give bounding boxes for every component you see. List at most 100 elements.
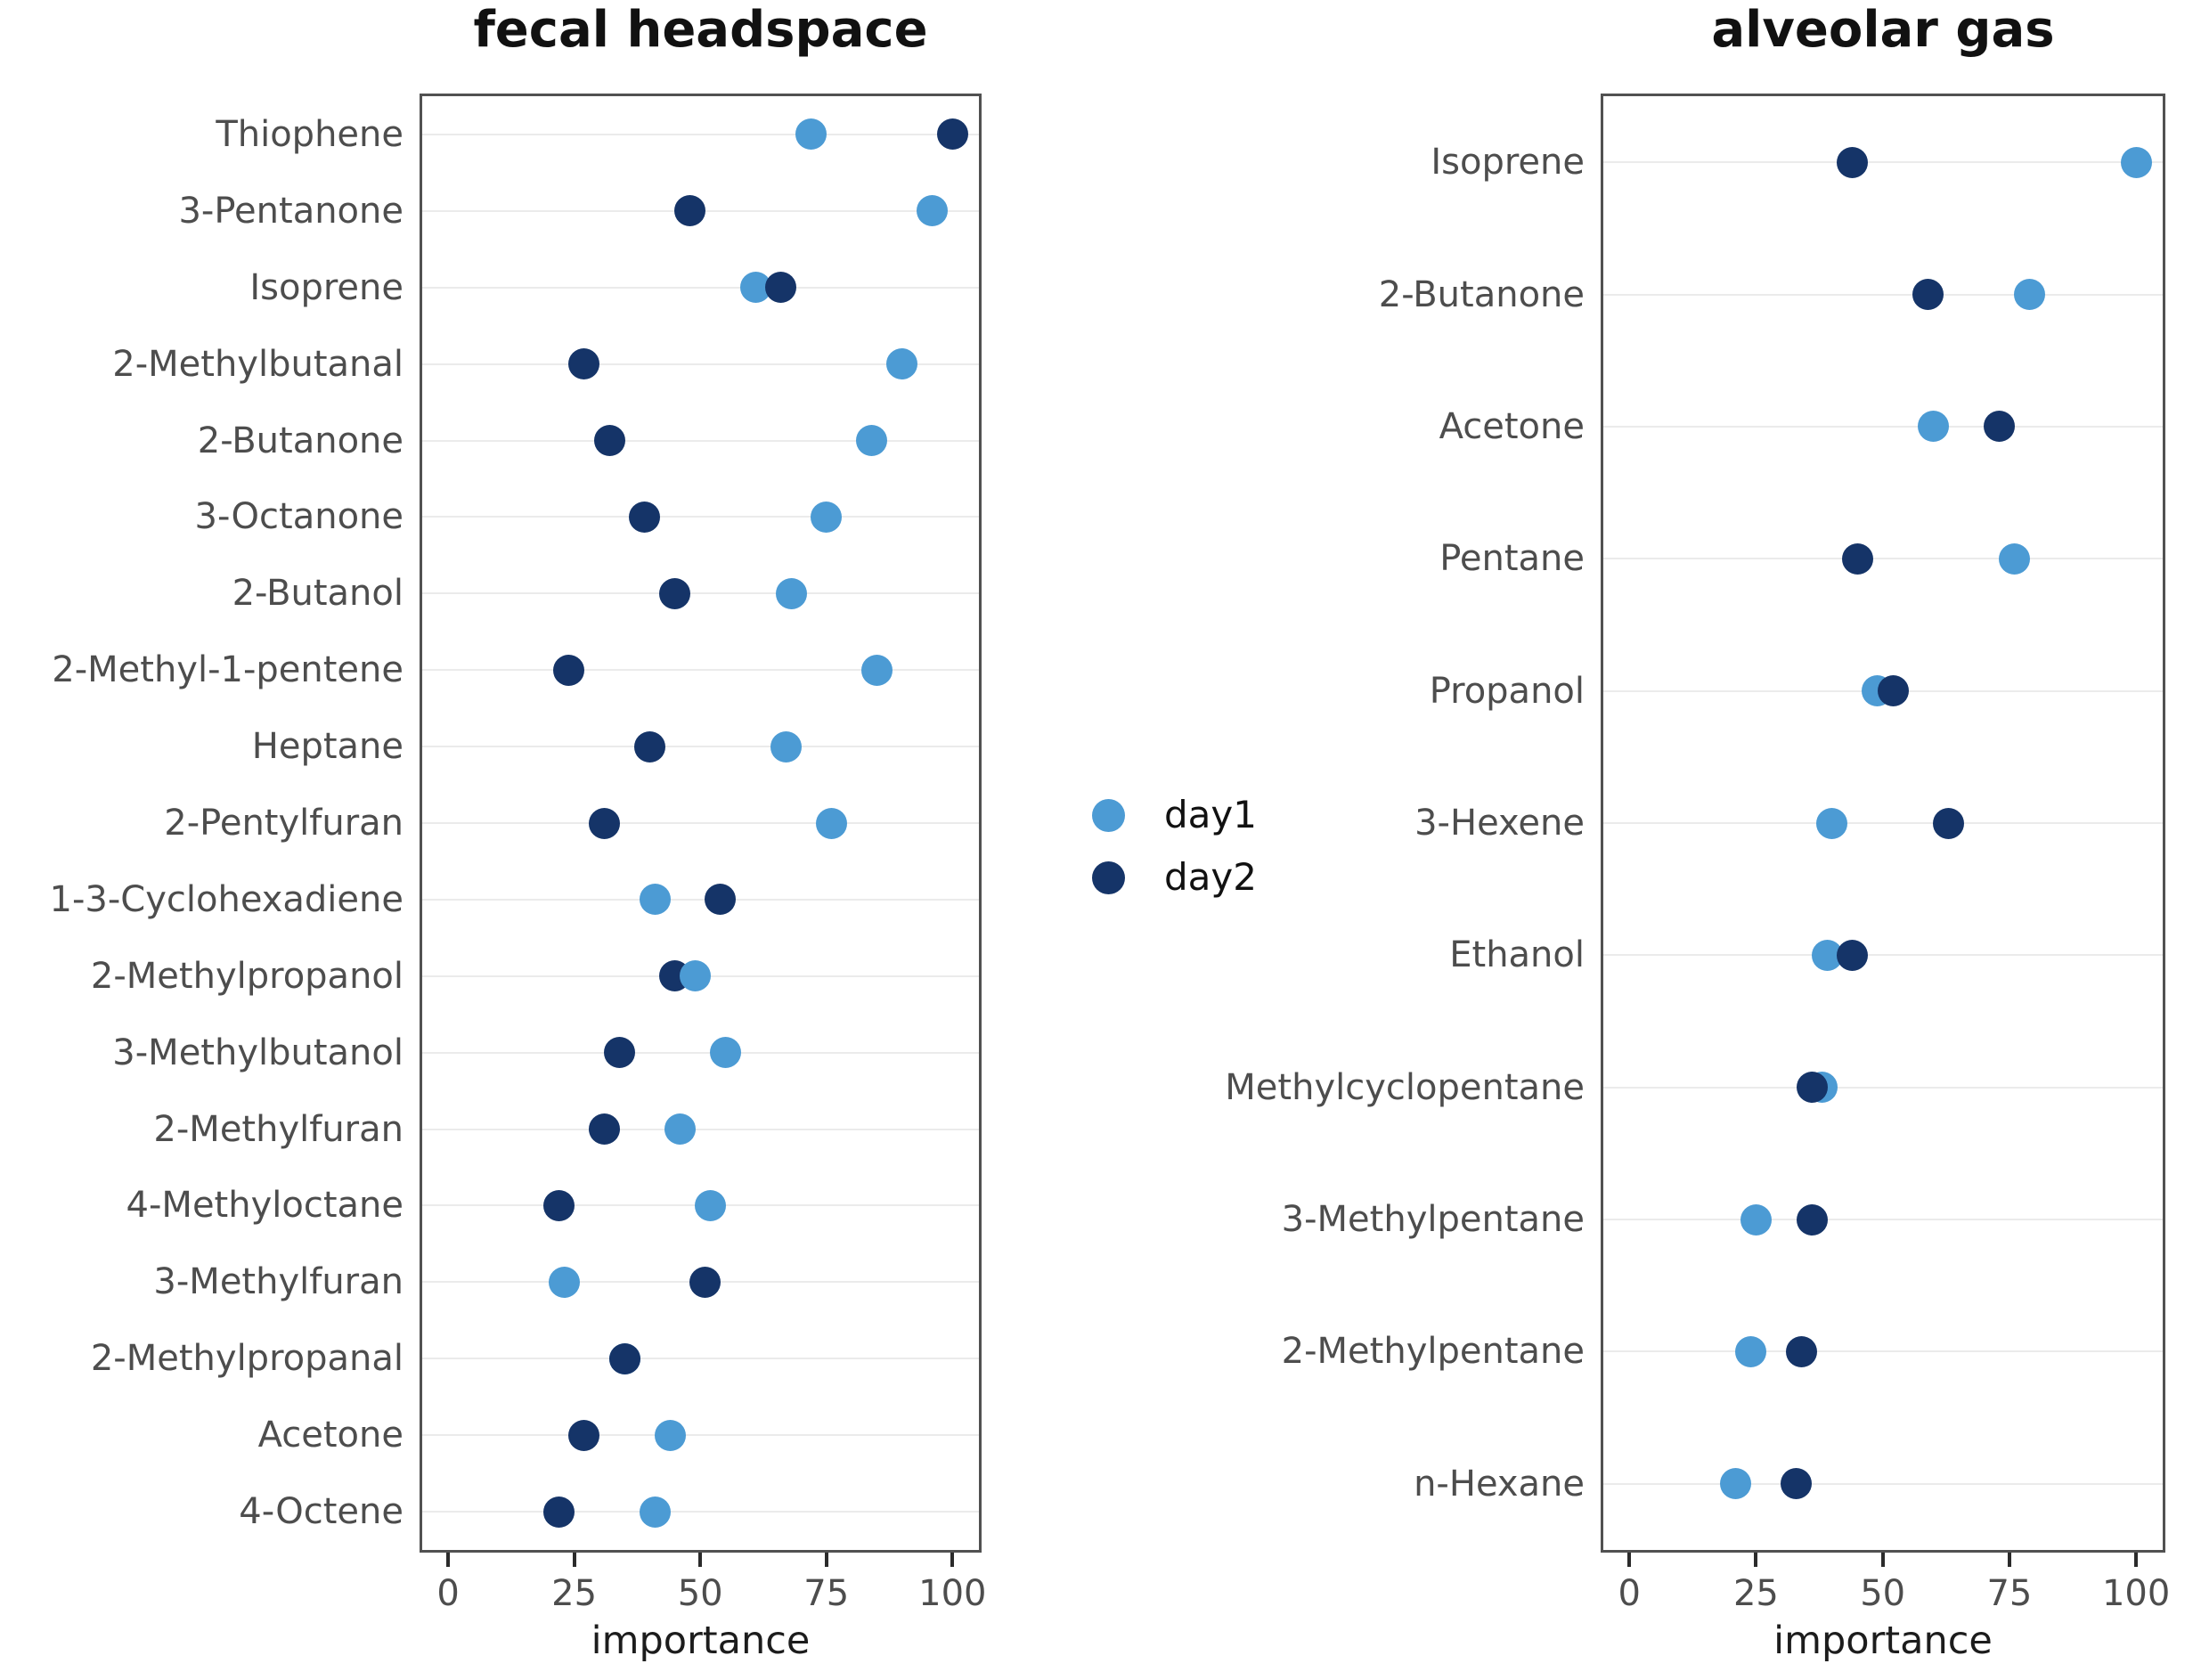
- x-tick-mark: [824, 1553, 828, 1567]
- dot-day2-2-Methylfuran: [589, 1113, 621, 1146]
- dot-day2-Isoprene: [765, 272, 797, 304]
- dot-day2-2-Methylpropanal: [608, 1342, 640, 1374]
- dot-day1-Pentane: [1999, 542, 2031, 575]
- x-tick-label: 25: [1732, 1573, 1779, 1614]
- dot-day1-3-Hexene: [1816, 807, 1848, 839]
- gridline: [422, 746, 979, 748]
- category-label: 2-Methylfuran: [153, 1108, 404, 1150]
- gridline: [1603, 822, 2163, 824]
- dot-day2-3-Methylfuran: [689, 1266, 721, 1298]
- dot-day2-Acetone: [568, 1419, 600, 1451]
- dot-day1-2-Methylpentane: [1735, 1335, 1767, 1367]
- category-label: Thiophene: [216, 113, 404, 155]
- dot-day2-4-Methyloctane: [543, 1189, 575, 1221]
- dot-day2-4-Octene: [543, 1496, 575, 1528]
- gridline: [422, 898, 979, 901]
- category-label: Ethanol: [1449, 934, 1585, 976]
- dot-day1-2-Butanol: [775, 577, 807, 609]
- dot-day1-3-Methylbutanol: [710, 1037, 741, 1069]
- x-tick-label: 0: [1618, 1573, 1641, 1614]
- dot-day2-3-Methylpentane: [1796, 1203, 1828, 1236]
- category-label: 3-Octanone: [194, 496, 404, 538]
- gridline: [422, 1358, 979, 1360]
- category-label: 4-Octene: [239, 1491, 404, 1533]
- dot-day2-3-Hexene: [1933, 807, 1965, 839]
- category-label: 3-Methylfuran: [153, 1261, 404, 1303]
- category-label: 3-Methylpentane: [1281, 1199, 1585, 1241]
- dot-day2-Acetone: [1984, 411, 2016, 443]
- category-label: 2-Methyl-1-pentene: [52, 649, 404, 691]
- plot-area-fecal-headspace: [420, 94, 982, 1553]
- gridline: [422, 1434, 979, 1437]
- dot-day1-3-Methylpentane: [1740, 1203, 1772, 1236]
- gridline: [422, 1051, 979, 1054]
- gridline: [422, 592, 979, 595]
- dot-day2-3-Octanone: [629, 501, 661, 533]
- category-label: Heptane: [251, 726, 404, 768]
- dot-day1-Acetone: [1918, 411, 1950, 443]
- x-tick-label: 100: [2101, 1573, 2171, 1614]
- plot-area-alveolar-gas: [1601, 94, 2165, 1553]
- gridline: [1603, 1350, 2163, 1353]
- dot-day2-Propanol: [1877, 675, 1909, 707]
- gridline: [1603, 1482, 2163, 1485]
- x-tick-label: 50: [1860, 1573, 1906, 1614]
- category-label: 2-Methylpropanal: [90, 1338, 404, 1380]
- gridline: [422, 1511, 979, 1513]
- x-tick-label: 75: [1986, 1573, 2033, 1614]
- gridline: [422, 363, 979, 365]
- gridline: [1603, 425, 2163, 428]
- x-tick-mark: [1627, 1553, 1632, 1567]
- dot-day2-2-Pentylfuran: [589, 807, 621, 839]
- dot-day1-2-Methylpropanol: [680, 960, 712, 992]
- category-label: 2-Butanol: [232, 573, 404, 615]
- dot-day2-n-Hexane: [1781, 1468, 1813, 1500]
- dot-day1-Thiophene: [795, 118, 827, 151]
- category-label: n-Hexane: [1414, 1463, 1585, 1505]
- dot-day1-2-Methylbutanal: [886, 348, 918, 380]
- category-label: 2-Methylbutanal: [112, 343, 404, 385]
- gridline: [422, 1128, 979, 1130]
- dot-day1-3-Octanone: [811, 501, 843, 533]
- legend-item-day2: day2: [1092, 853, 1257, 901]
- dot-day1-3-Pentanone: [917, 195, 949, 227]
- category-label: 2-Butanone: [1378, 273, 1585, 315]
- gridline: [1603, 558, 2163, 560]
- dot-day2-2-Methylpentane: [1786, 1335, 1818, 1367]
- gridline: [1603, 293, 2163, 296]
- dot-day1-2-Methylfuran: [664, 1113, 697, 1146]
- category-label: Propanol: [1429, 670, 1585, 712]
- panel-title-fecal-headspace: fecal headspace: [473, 1, 928, 59]
- dot-day2-2-Methylbutanal: [568, 348, 600, 380]
- gridline: [422, 669, 979, 672]
- gridline: [422, 516, 979, 518]
- category-label: 1-3-Cyclohexadiene: [49, 878, 404, 920]
- dot-day1-2-Pentylfuran: [815, 807, 847, 839]
- x-tick-mark: [572, 1553, 576, 1567]
- category-label: 3-Pentanone: [178, 190, 404, 232]
- dot-day1-4-Octene: [639, 1496, 671, 1528]
- category-label: Isoprene: [1431, 142, 1585, 183]
- dot-day1-1-3-Cyclohexadiene: [639, 884, 671, 916]
- gridline: [422, 822, 979, 824]
- category-label: 2-Methylpentane: [1281, 1331, 1585, 1373]
- dot-day1-2-Methyl-1-pentene: [860, 654, 893, 686]
- gridline: [422, 133, 979, 135]
- category-label: 2-Butanone: [197, 420, 404, 461]
- dot-day2-1-3-Cyclohexadiene: [705, 884, 737, 916]
- dot-day2-2-Butanol: [659, 577, 691, 609]
- category-label: Methylcyclopentane: [1225, 1066, 1585, 1108]
- x-tick-mark: [950, 1553, 955, 1567]
- dot-day1-Isoprene: [2120, 146, 2152, 178]
- dot-day2-Isoprene: [1837, 146, 1869, 178]
- dot-day2-Ethanol: [1837, 939, 1869, 971]
- dot-day1-4-Methyloctane: [695, 1189, 726, 1221]
- gridline: [1603, 1219, 2163, 1221]
- x-tick-label: 25: [551, 1573, 598, 1614]
- category-label: 3-Hexene: [1414, 803, 1585, 844]
- legend: day1 day2: [1092, 791, 1257, 901]
- day1-dot-icon: [1092, 798, 1125, 832]
- x-tick-mark: [1754, 1553, 1758, 1567]
- x-tick-label: 100: [918, 1573, 987, 1614]
